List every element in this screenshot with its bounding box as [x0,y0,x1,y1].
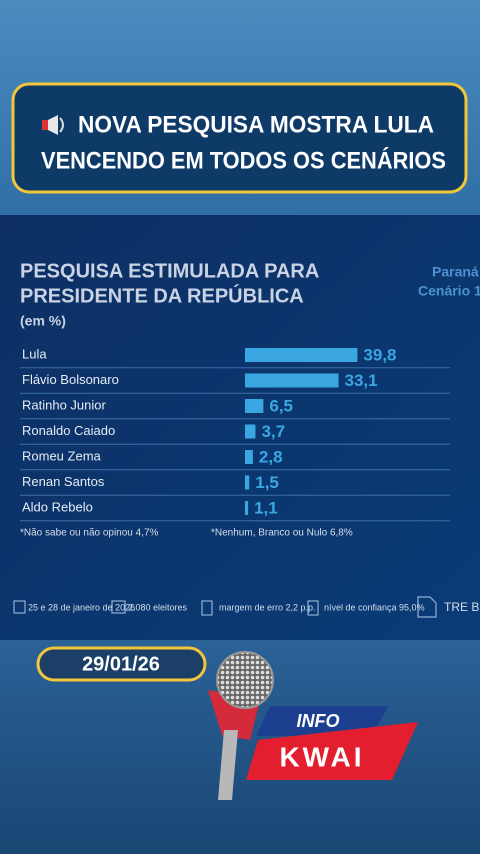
bar [245,424,256,439]
footer-item: TRE BR [444,600,480,614]
date: 29/01/26 [82,653,160,675]
chart-panel [0,215,480,640]
corner-label: Paraná [432,264,479,280]
chart-title: PESQUISA ESTIMULADA PARA [20,260,319,282]
bar [245,501,249,515]
headline: NOVA PESQUISA MOSTRA LULA [78,111,434,138]
footer-item: nível de confiança 95,0% [324,602,425,612]
bar [245,399,264,413]
value-label: 33,1 [345,371,378,390]
footer-icons [13,596,437,618]
note: *Nenhum, Branco ou Nulo 6,8% [211,528,353,539]
category-label: Aldo Rebelo [22,499,93,514]
corner-label: Cenário 1 [418,283,480,299]
value-label: 1,5 [255,473,279,492]
value-label: 39,8 [363,345,396,364]
footer-item: 2.080 eleitores [128,602,188,612]
value-label: 1,1 [254,498,278,517]
chart-subtitle: (em %) [20,313,66,329]
bar [245,348,358,362]
logo-text: KWAI [279,741,364,772]
logo-text: INFO [297,711,340,731]
logo [208,651,418,800]
headline-box [11,82,468,194]
category-label: Renan Santos [22,474,105,489]
footer-item: 25 e 28 de janeiro de 2026 [28,602,135,612]
note: *Não sabe ou não opinou 4,7% [20,528,159,539]
chart-title: PRESIDENTE DA REPÚBLICA [20,283,304,307]
bar [245,475,250,490]
value-label: 3,7 [261,422,285,441]
bar [245,373,339,388]
category-label: Ratinho Junior [22,397,106,412]
category-label: Flávio Bolsonaro [22,372,119,387]
category-label: Romeu Zema [22,448,102,463]
megaphone-icon [42,115,64,135]
value-label: 6,5 [269,396,293,415]
category-label: Lula [22,346,47,361]
date-pill [36,646,207,682]
footer-item: margem de erro 2,2 p.p. [219,602,316,612]
headline: VENCENDO EM TODOS OS CENÁRIOS [41,146,446,174]
value-label: 2,8 [259,447,283,466]
category-label: Ronaldo Caiado [22,423,115,438]
bar [245,450,253,464]
